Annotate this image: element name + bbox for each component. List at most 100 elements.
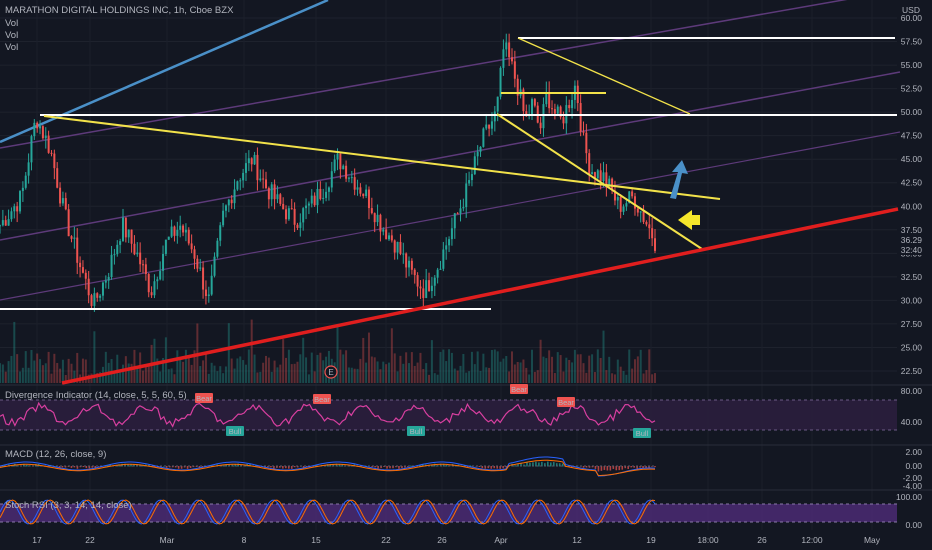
macd-histogram-bar [624, 466, 627, 469]
volume-bar [19, 371, 22, 383]
divergence-title[interactable]: Divergence Indicator (14, close, 5, 5, 6… [5, 390, 187, 401]
volume-bar [61, 359, 64, 383]
candle-body [593, 172, 596, 179]
volume-bar [239, 356, 242, 383]
volume-bar [244, 364, 247, 383]
volume-bar [425, 363, 428, 383]
volume-bar [419, 352, 422, 383]
volume-bar [227, 323, 230, 383]
candle-body [253, 154, 256, 165]
price-tick-label: 57.50 [901, 37, 923, 47]
descending-trendline[interactable] [43, 115, 721, 200]
candle-body [591, 172, 594, 175]
time-tick-label: 26 [757, 535, 767, 545]
volume-bar [531, 349, 534, 383]
candle-body [170, 226, 173, 237]
support-trendline[interactable] [61, 207, 899, 385]
candle-body [428, 280, 431, 292]
time-axis[interactable]: 17 22 Mar 8 15 22 26 Apr 12 19 18:00 26 12:00 May [32, 535, 881, 545]
candle-body [513, 61, 516, 79]
candle-body [313, 195, 316, 206]
macd-histogram-bar [392, 466, 394, 469]
symbol-title[interactable]: MARATHON DIGITAL HOLDINGS INC, 1h, Cboe … [5, 5, 234, 16]
candle-body [305, 205, 308, 209]
bear-label: Bear [314, 395, 330, 404]
macd-histogram-bar [183, 466, 186, 468]
volume-bar [47, 351, 50, 383]
candle-body [319, 188, 322, 199]
macd-histogram-bar [552, 462, 555, 467]
candle-body [70, 236, 73, 239]
candle-body [24, 175, 27, 188]
volume-bar [282, 339, 285, 383]
earnings-marker[interactable]: E [324, 365, 338, 379]
wedge-lower-line[interactable] [496, 113, 703, 250]
price-tick-label: 45.00 [901, 154, 923, 164]
macd-histogram-bar [421, 464, 424, 467]
macd-histogram-bar [639, 466, 641, 468]
candle-body [279, 194, 282, 204]
macd-tick: 0.00 [905, 461, 922, 471]
candle-body [270, 184, 273, 200]
candle-body [322, 197, 325, 199]
macd-histogram-bar [293, 466, 296, 468]
stoch-title[interactable]: Stoch RSI (3, 3, 14, 14, close) [5, 500, 132, 511]
candle-body [499, 67, 502, 97]
volume-bar [545, 358, 548, 383]
volume-bar [253, 354, 256, 383]
candle-body [582, 131, 585, 133]
candle-body [625, 203, 628, 207]
macd-histogram-bar [401, 466, 403, 469]
volume-bar [591, 354, 594, 383]
candle-body [419, 286, 422, 289]
candle-body [182, 225, 185, 233]
candle-body [325, 191, 328, 198]
macd-histogram-bar [469, 465, 472, 467]
volume-bar [616, 359, 619, 383]
bear-label-box [510, 384, 528, 394]
candle-body [247, 158, 250, 164]
legend-vol-2[interactable]: Vol [5, 30, 18, 41]
candle-body [173, 226, 176, 236]
macd-histogram-bar [558, 463, 561, 467]
candle-body [150, 292, 153, 296]
left-arrow-icon [678, 210, 700, 230]
candle-body [345, 165, 348, 179]
volume-bar [73, 370, 76, 383]
time-tick-label: 12 [572, 535, 582, 545]
volume-bar [631, 368, 634, 383]
legend-vol-3[interactable]: Vol [5, 42, 18, 53]
volume-bar [648, 349, 651, 383]
price-tick-label: 40.00 [901, 201, 923, 211]
candle-body [353, 177, 356, 190]
price-tick-label: 52.50 [901, 84, 923, 94]
macd-histogram-bar [177, 466, 180, 469]
candle-body [479, 146, 482, 152]
volume-bar [210, 362, 213, 383]
volume-bar [350, 367, 353, 383]
macd-histogram-bar [630, 466, 632, 468]
volume-bar [619, 366, 622, 383]
volume-bar [479, 370, 482, 383]
volume-bar [459, 365, 462, 383]
volume-bar [64, 374, 67, 383]
candle-body [476, 151, 479, 157]
macd-histogram-bar [282, 466, 284, 469]
price-axis[interactable]: 60.00 57.50 55.00 52.50 50.00 47.50 45.00 42.50… [901, 13, 923, 376]
candle-body [468, 180, 471, 184]
stoch-tick: 0.00 [905, 520, 922, 530]
candle-body [156, 279, 159, 282]
candle-body [159, 270, 162, 280]
volume-bar [230, 358, 233, 383]
volume-bar [307, 374, 310, 383]
volume-bar [362, 337, 365, 383]
macd-histogram-bar [585, 466, 588, 468]
candle-body [133, 243, 136, 255]
candle-body [302, 208, 305, 223]
macd-title[interactable]: MACD (12, 26, close, 9) [5, 449, 106, 460]
candle-body [387, 235, 390, 240]
wedge-upper-line[interactable] [517, 37, 691, 115]
candle-body [21, 187, 24, 192]
legend-vol-1[interactable]: Vol [5, 18, 18, 29]
